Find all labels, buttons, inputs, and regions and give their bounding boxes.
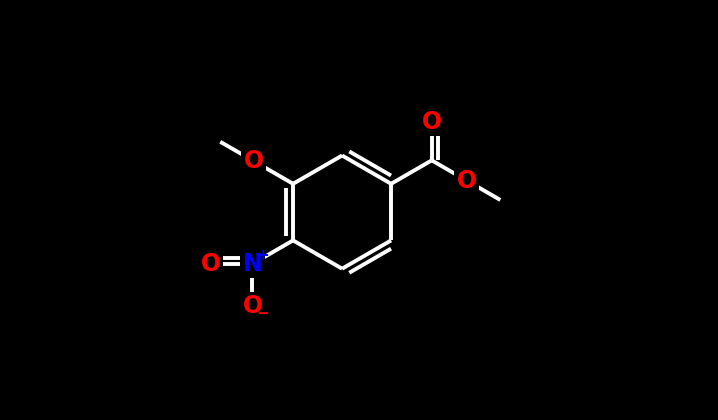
Text: O: O (457, 168, 477, 192)
Text: O: O (200, 252, 220, 276)
Text: −: − (256, 307, 269, 321)
Text: O: O (421, 110, 442, 134)
Text: O: O (244, 149, 264, 173)
Text: N: N (243, 252, 262, 276)
Text: +: + (256, 248, 269, 263)
Text: O: O (243, 294, 263, 318)
